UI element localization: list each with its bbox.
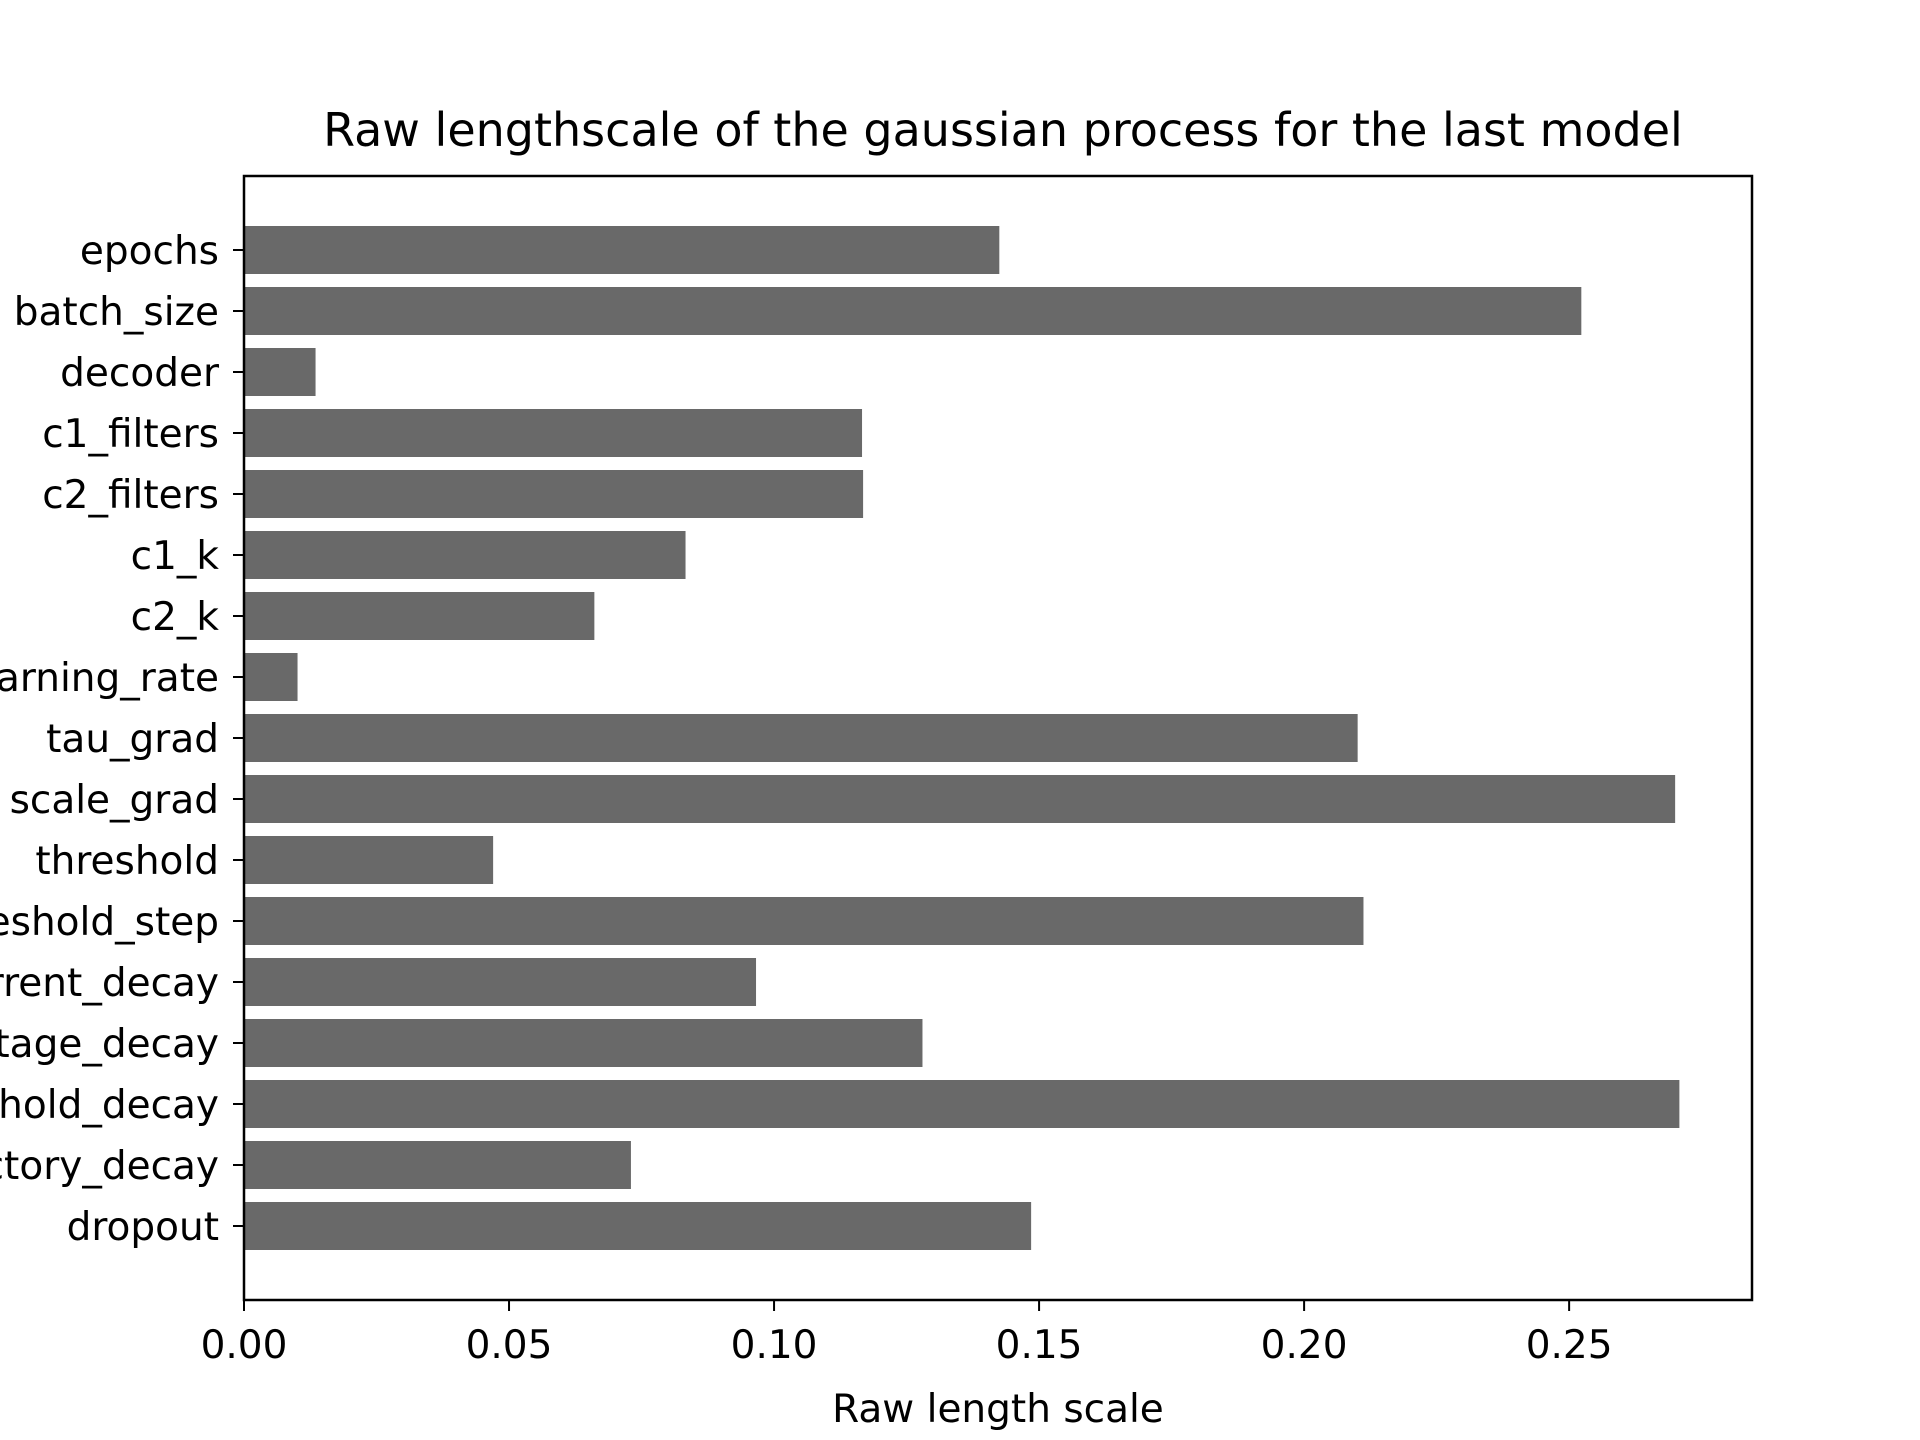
plot-frame [242, 174, 1754, 1302]
y-tick-label: batch_size [14, 290, 219, 335]
x-tick-label: 0.25 [1526, 1323, 1613, 1368]
y-tick-label: decoder [60, 351, 220, 396]
x-tick-label: 0.10 [731, 1323, 818, 1368]
y-tick-label: current_decay [0, 961, 219, 1006]
bar-tau-grad [244, 714, 1358, 762]
x-tick-label: 0.05 [466, 1323, 553, 1368]
bar-c1-filters [244, 409, 863, 457]
bars-group [244, 226, 1680, 1250]
y-tick-label: scale_grad [10, 778, 219, 823]
y-tick-label: dropout [67, 1205, 219, 1250]
y-tick-label: c1_k [131, 534, 220, 579]
bar-threshold-decay [244, 1080, 1680, 1128]
bar-learning-rate [244, 653, 298, 701]
bar-scale-grad [244, 775, 1676, 823]
y-tick-label: tau_grad [46, 717, 219, 762]
bar-epochs [244, 226, 1000, 274]
y-tick-label: c2_filters [42, 473, 219, 518]
bar-c2-filters [244, 470, 864, 518]
bar-batch-size [244, 287, 1582, 335]
x-tick-label: 0.15 [996, 1323, 1083, 1368]
chart-title: Raw lengthscale of the gaussian process … [323, 103, 1683, 157]
x-tick-label: 0.20 [1261, 1323, 1348, 1368]
bar-threshold [244, 836, 494, 884]
bar-threshold-step [244, 897, 1364, 945]
y-tick-label: c1_filters [42, 412, 219, 457]
x-axis-label: Raw length scale [832, 1387, 1164, 1432]
y-tick-label: threshold [35, 839, 219, 884]
y-tick-label: voltage_decay [0, 1022, 219, 1067]
bar-voltage-decay [244, 1019, 923, 1067]
bar-refractory-decay [244, 1141, 631, 1189]
y-tick-label: learning_rate [0, 656, 219, 701]
y-tick-label: threshold_decay [0, 1083, 219, 1128]
y-tick-label: c2_k [131, 595, 220, 640]
y-tick-label: epochs [80, 229, 219, 274]
x-axis-ticks: 0.00 0.05 0.10 0.15 0.20 0.25 [201, 1300, 1613, 1368]
bar-dropout [244, 1202, 1032, 1250]
y-tick-label: refractory_decay [0, 1144, 219, 1189]
y-tick-label: threshold_step [0, 900, 219, 945]
bar-current-decay [244, 958, 757, 1006]
bar-c2-k [244, 592, 595, 640]
bar-decoder [244, 348, 316, 396]
x-tick-label: 0.00 [201, 1323, 288, 1368]
bar-c1-k [244, 531, 686, 579]
